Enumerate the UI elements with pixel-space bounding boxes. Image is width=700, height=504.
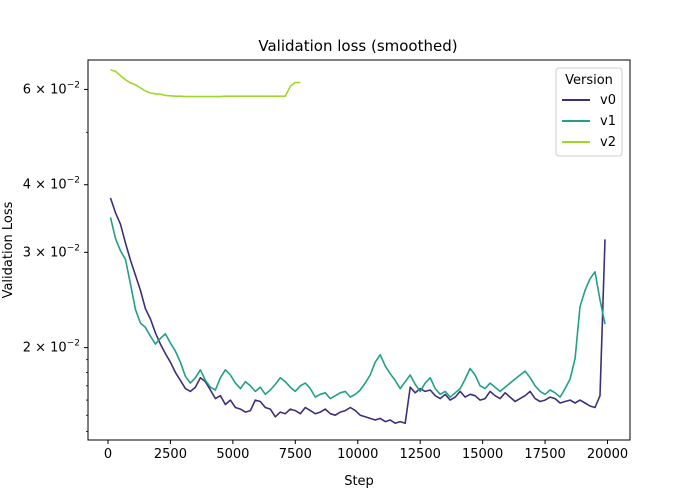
legend-label-v2: v2 [600,135,616,150]
y-tick-label: 2 × 10−2 [23,339,80,356]
y-tick-label: 3 × 10−2 [23,243,80,260]
x-tick-label: 0 [104,447,112,462]
y-tick-label: 4 × 10−2 [23,176,80,193]
x-tick-label: 17500 [524,447,565,462]
legend-label-v0: v0 [600,93,616,108]
chart-title: Validation loss (smoothed) [258,37,457,55]
plot-frame [87,59,631,441]
y-axis-label: Validation Loss [1,201,16,298]
plot-area [109,69,606,425]
x-axis: 0 2500 5000 7500 10000 12500 15000 17500 20000 [104,440,628,462]
legend-title: Version [565,73,613,88]
x-tick-label: 10000 [337,447,378,462]
x-tick-label: 5000 [216,447,249,462]
series-line-v2 [110,69,301,98]
legend-box [555,67,623,157]
x-tick-label: 7500 [279,447,312,462]
series-line-v1 [109,217,606,400]
legend-label-v1: v1 [600,114,616,129]
x-tick-label: 2500 [154,447,187,462]
legend: Version v0 v1 v2 [555,67,623,157]
x-axis-label: Step [344,474,374,489]
x-tick-label: 15000 [462,447,503,462]
y-tick-label: 6 × 10−2 [23,80,80,97]
y-axis: 2 × 10−2 3 × 10−2 4 × 10−2 6 × 10−2 [23,80,88,432]
series-line-v0 [109,197,606,425]
x-tick-label: 20000 [587,447,628,462]
x-tick-label: 12500 [400,447,441,462]
